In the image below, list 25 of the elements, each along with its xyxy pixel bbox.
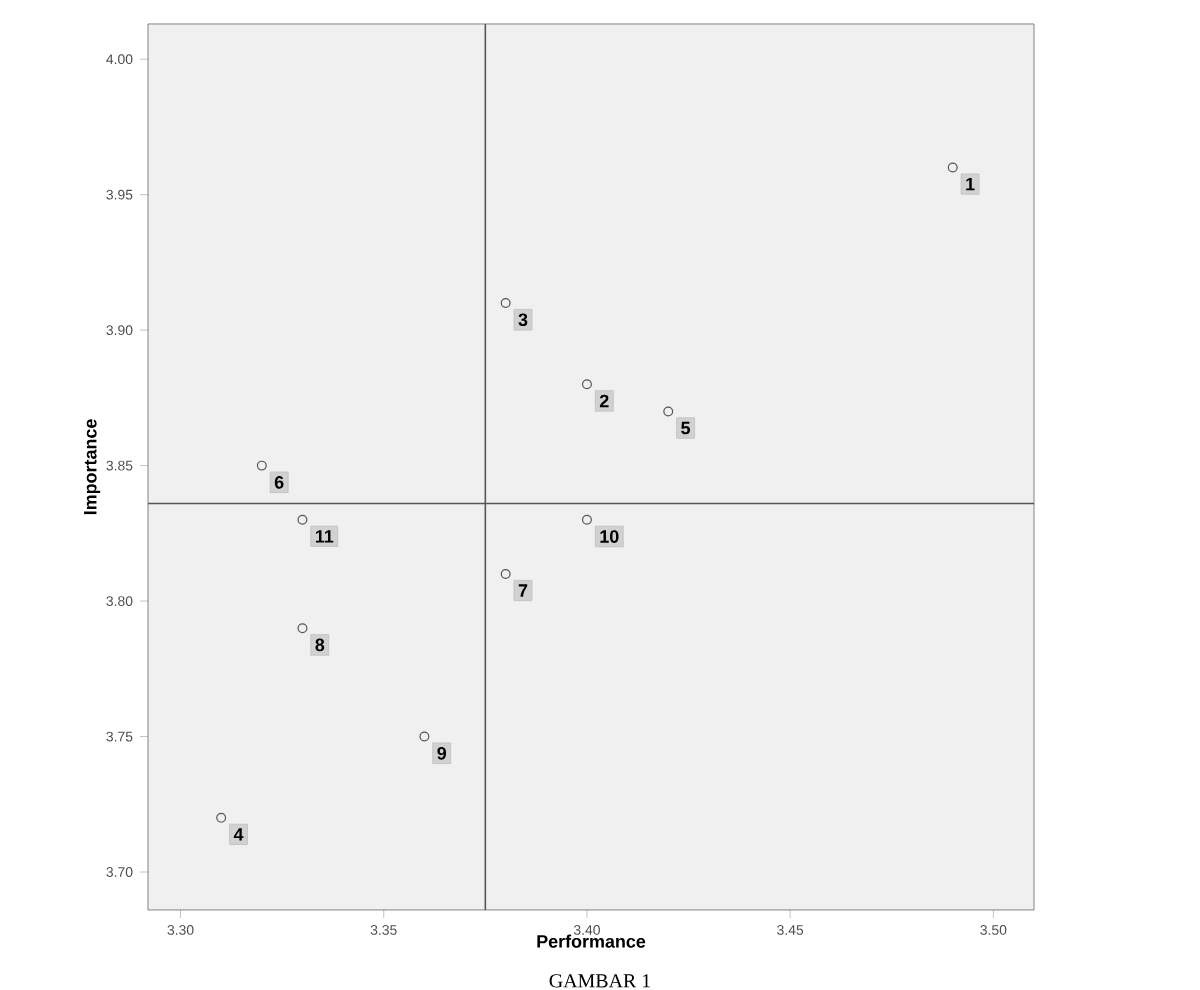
annotation: 4 [233,828,244,841]
point [216,812,227,823]
point [500,298,511,309]
point [663,406,674,417]
annotation: 7 [518,584,528,597]
point [297,623,308,634]
annotation: 3 [518,313,528,327]
text: GAMBAR 1 [549,974,651,988]
annotation: 6 [274,475,284,489]
point [256,460,267,471]
annotation: 11 [315,530,334,543]
annotation: 9 [437,746,447,760]
annotation: 10 [600,530,619,543]
point [581,379,592,390]
annotation: 5 [681,421,691,435]
point [947,162,958,173]
annotation: 8 [315,638,325,652]
point [419,731,430,742]
y-axis-title: Importance [84,419,101,515]
annotation: 2 [599,394,609,408]
point [500,569,511,579]
point [297,514,308,525]
x-axis-title: Performance [537,934,646,948]
point [581,514,592,525]
annotation: 1 [966,177,975,191]
